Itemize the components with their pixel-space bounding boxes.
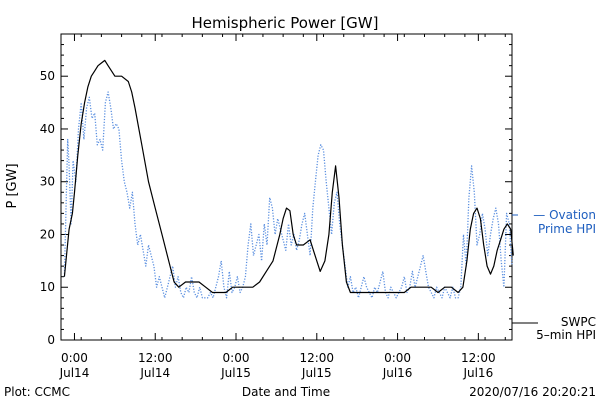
x-axis-label: Date and Time — [242, 385, 330, 399]
footer-plot-credit: Plot: CCMC — [4, 385, 70, 399]
x-axis: 0:00Jul1412:00Jul140:00Jul1512:00Jul150:… — [59, 34, 506, 380]
x-tick-label-date: Jul15 — [220, 366, 251, 380]
x-tick-label-date: Jul14 — [139, 366, 170, 380]
x-tick-label-date: Jul16 — [382, 366, 413, 380]
legend-ovation-label: Prime HPI — [538, 222, 596, 236]
chart-title: Hemispheric Power [GW] — [192, 14, 379, 32]
y-tick-label: 50 — [40, 69, 55, 83]
x-tick-label-date: Jul16 — [462, 366, 493, 380]
x-tick-label-time: 0:00 — [223, 351, 250, 365]
y-tick-label: 40 — [40, 122, 55, 136]
x-tick-label-date: Jul15 — [301, 366, 332, 380]
series-layer — [63, 59, 514, 299]
x-tick-label-date: Jul14 — [59, 366, 90, 380]
y-axis: 0 10 20 30 40 50 — [40, 44, 512, 347]
legend-ovation-label: — Ovation — [533, 208, 596, 222]
series-swpc-line — [63, 59, 514, 294]
legend-swpc-label: SWPC — [561, 315, 596, 329]
y-tick-label: 20 — [40, 227, 55, 241]
x-tick-label-time: 12:00 — [138, 351, 173, 365]
legend-swpc-label: 5–min HPI — [536, 328, 596, 342]
x-tick-label-time: 12:00 — [299, 351, 334, 365]
series-ovation-prime-line — [63, 91, 513, 299]
y-tick-label: 10 — [40, 280, 55, 294]
x-tick-label-time: 12:00 — [461, 351, 496, 365]
x-tick-label-time: 0:00 — [61, 351, 88, 365]
x-tick-label-time: 0:00 — [384, 351, 411, 365]
footer-timestamp: 2020/07/16 20:20:21 — [469, 385, 596, 399]
plot-frame — [60, 33, 513, 341]
y-tick-label: 0 — [47, 333, 55, 347]
y-axis-label: P [GW] — [5, 163, 20, 208]
y-tick-label: 30 — [40, 175, 55, 189]
